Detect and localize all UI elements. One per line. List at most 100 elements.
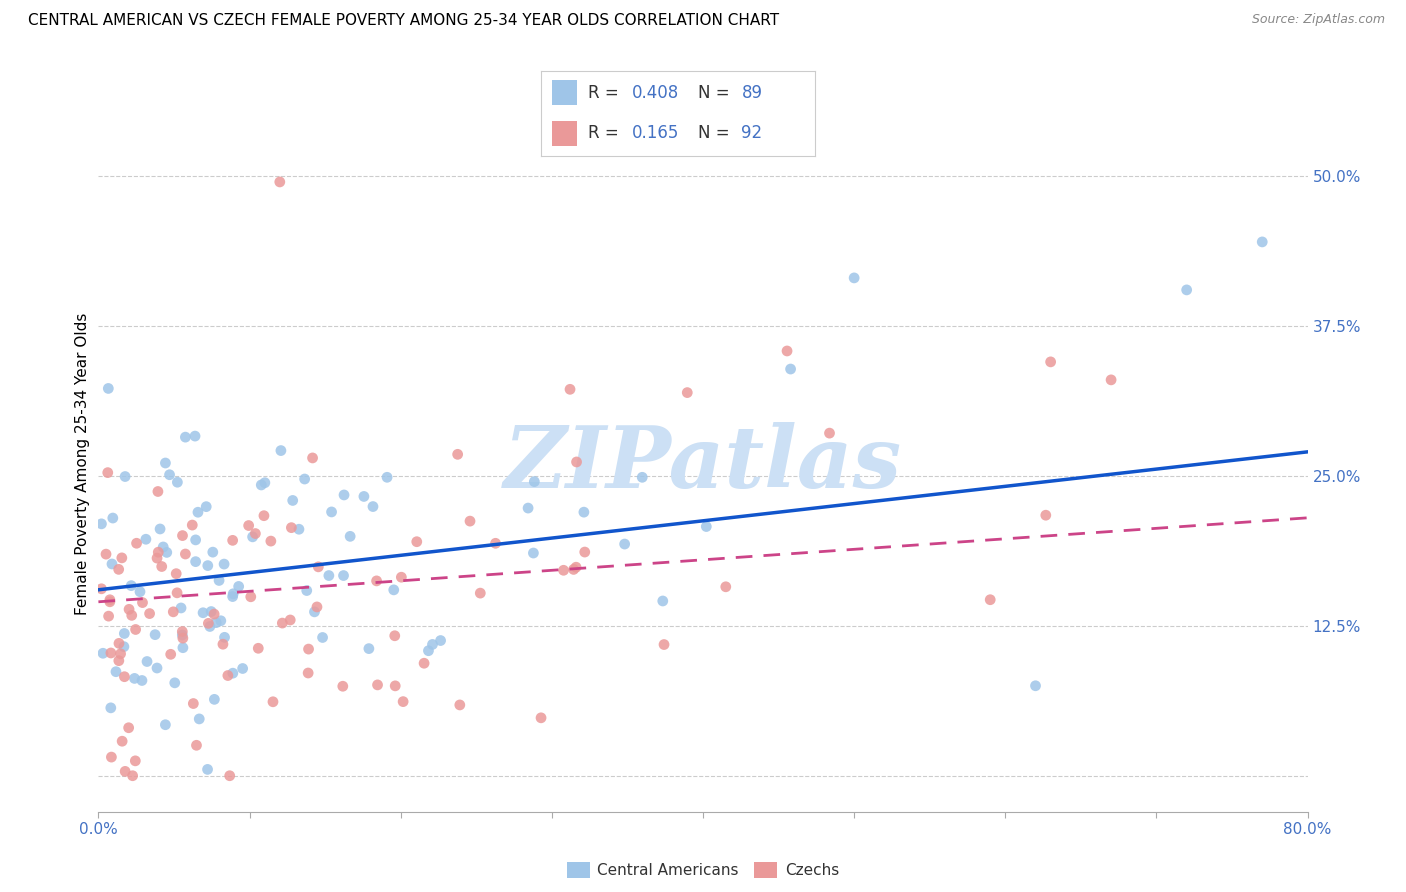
Point: [565, 560, 588, 574]
Legend: Central Americans, Czechs: Central Americans, Czechs: [561, 856, 845, 884]
Text: 92: 92: [741, 124, 762, 142]
Point: [146, 551, 169, 566]
Point: [281, 493, 304, 508]
Point: [307, 559, 329, 574]
Point: [174, 547, 197, 561]
Text: 89: 89: [741, 84, 762, 102]
Point: [124, 754, 146, 768]
Point: [108, 654, 131, 668]
Point: [558, 382, 581, 396]
Point: [1039, 355, 1062, 369]
Point: [186, 739, 208, 753]
Point: [90, 516, 112, 531]
Point: [181, 518, 204, 533]
Point: [209, 614, 232, 628]
Point: [613, 537, 636, 551]
Point: [222, 666, 245, 681]
Point: [101, 557, 124, 571]
Point: [562, 562, 585, 576]
Point: [413, 657, 436, 671]
Point: [239, 590, 262, 604]
Point: [1024, 679, 1046, 693]
Point: [779, 362, 801, 376]
Point: [98, 595, 121, 609]
Point: [332, 679, 354, 693]
Point: [384, 679, 406, 693]
Point: [776, 343, 799, 358]
Point: [183, 697, 205, 711]
Point: [218, 769, 240, 783]
Point: [818, 426, 841, 441]
Point: [124, 623, 146, 637]
Point: [148, 545, 170, 559]
Point: [100, 646, 122, 660]
Point: [695, 519, 717, 533]
Point: [90, 582, 112, 596]
Point: [367, 678, 389, 692]
Point: [184, 555, 207, 569]
Point: [470, 586, 492, 600]
Point: [114, 764, 136, 779]
Point: [676, 385, 699, 400]
Point: [212, 637, 235, 651]
Point: [631, 470, 654, 484]
Point: [208, 574, 231, 588]
Point: [301, 450, 323, 465]
Point: [125, 536, 148, 550]
Point: [530, 711, 553, 725]
Point: [159, 648, 181, 662]
Point: [522, 546, 544, 560]
Point: [184, 533, 207, 547]
Point: [174, 430, 197, 444]
Point: [214, 630, 236, 644]
Point: [1035, 508, 1057, 523]
Point: [339, 529, 361, 543]
Point: [197, 616, 219, 631]
Point: [124, 672, 146, 686]
Text: Source: ZipAtlas.com: Source: ZipAtlas.com: [1251, 13, 1385, 27]
Point: [228, 579, 250, 593]
Point: [318, 568, 340, 582]
Point: [245, 526, 267, 541]
Text: N =: N =: [697, 124, 734, 142]
Point: [107, 562, 129, 576]
Point: [295, 583, 318, 598]
Point: [1175, 283, 1198, 297]
Point: [405, 534, 427, 549]
Point: [138, 607, 160, 621]
Text: 0.408: 0.408: [631, 84, 679, 102]
Point: [517, 501, 540, 516]
Point: [135, 533, 157, 547]
Point: [297, 642, 319, 657]
Point: [100, 750, 122, 764]
Point: [162, 605, 184, 619]
Point: [170, 601, 193, 615]
Point: [172, 528, 194, 542]
Point: [155, 456, 177, 470]
Point: [165, 566, 187, 581]
Point: [353, 490, 375, 504]
Y-axis label: Female Poverty Among 25-34 Year Olds: Female Poverty Among 25-34 Year Olds: [75, 313, 90, 615]
Point: [200, 605, 222, 619]
Text: ZIPatlas: ZIPatlas: [503, 422, 903, 506]
Point: [191, 606, 214, 620]
Point: [418, 644, 440, 658]
Point: [205, 615, 228, 630]
Point: [163, 676, 186, 690]
Point: [172, 631, 194, 645]
Point: [98, 592, 121, 607]
Point: [197, 558, 219, 573]
Point: [361, 500, 384, 514]
Point: [166, 586, 188, 600]
Point: [221, 533, 243, 548]
Point: [197, 763, 219, 777]
Point: [574, 545, 596, 559]
Point: [357, 641, 380, 656]
Point: [262, 695, 284, 709]
Point: [146, 661, 169, 675]
Point: [195, 500, 218, 514]
Point: [217, 668, 239, 682]
Point: [242, 530, 264, 544]
Point: [136, 655, 159, 669]
Point: [155, 717, 177, 731]
